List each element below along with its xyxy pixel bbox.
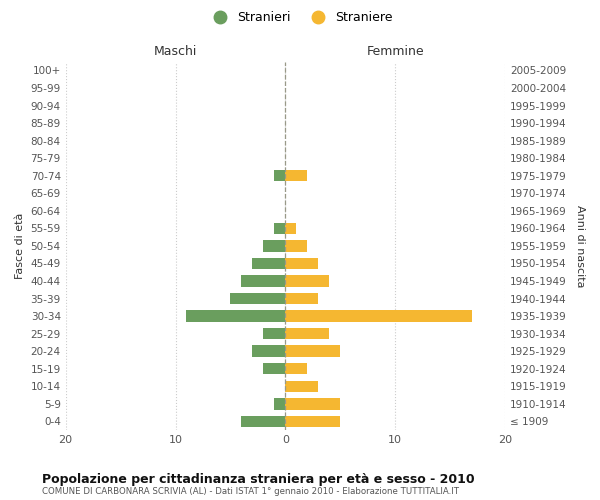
Bar <box>286 240 307 252</box>
Bar <box>286 222 296 234</box>
Bar <box>253 346 286 357</box>
Bar <box>274 222 286 234</box>
Bar <box>286 276 329 286</box>
Bar <box>241 276 286 286</box>
Bar <box>241 416 286 427</box>
Bar <box>253 258 286 269</box>
Bar <box>286 310 472 322</box>
Text: Maschi: Maschi <box>154 45 197 58</box>
Text: Femmine: Femmine <box>367 45 424 58</box>
Bar <box>263 363 286 374</box>
Bar <box>286 258 319 269</box>
Text: Popolazione per cittadinanza straniera per età e sesso - 2010: Popolazione per cittadinanza straniera p… <box>42 472 475 486</box>
Bar <box>263 240 286 252</box>
Bar <box>274 170 286 181</box>
Bar <box>274 398 286 409</box>
Bar <box>286 293 319 304</box>
Bar <box>230 293 286 304</box>
Bar <box>263 328 286 340</box>
Bar <box>286 328 329 340</box>
Legend: Stranieri, Straniere: Stranieri, Straniere <box>202 6 398 29</box>
Y-axis label: Fasce di età: Fasce di età <box>15 212 25 279</box>
Bar <box>187 310 286 322</box>
Bar <box>286 416 340 427</box>
Bar <box>286 398 340 409</box>
Text: COMUNE DI CARBONARA SCRIVIA (AL) - Dati ISTAT 1° gennaio 2010 - Elaborazione TUT: COMUNE DI CARBONARA SCRIVIA (AL) - Dati … <box>42 488 459 496</box>
Y-axis label: Anni di nascita: Anni di nascita <box>575 204 585 287</box>
Bar <box>286 346 340 357</box>
Bar <box>286 380 319 392</box>
Bar <box>286 170 307 181</box>
Bar <box>286 363 307 374</box>
